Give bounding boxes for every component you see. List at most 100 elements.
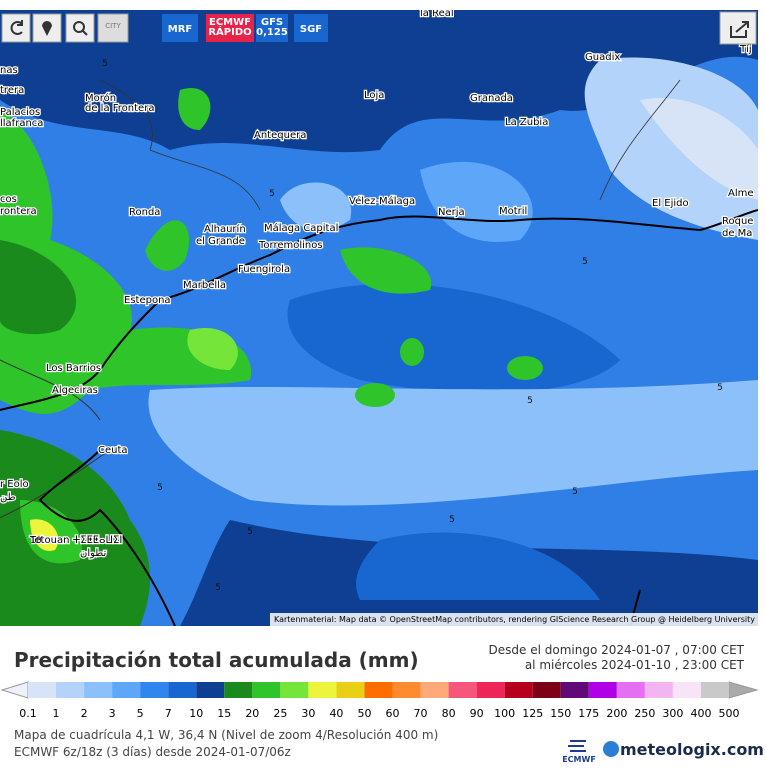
- model-button[interactable]: [206, 14, 254, 42]
- legend-label: 25: [273, 707, 287, 720]
- place-label: Palacios: [0, 107, 40, 118]
- legend-swatch: [644, 682, 673, 698]
- ecmwf-logo: ECMWF: [562, 755, 596, 764]
- legend-label: 20: [245, 707, 259, 720]
- legend-swatch: [112, 682, 141, 698]
- footer-line: Mapa de cuadrícula 4,1 W, 36,4 N (Nivel …: [14, 728, 438, 742]
- period-start: Desde el domingo 2024-01-07 , 07:00 CET: [489, 643, 745, 657]
- contour-label: 5: [269, 189, 275, 199]
- legend-swatch: [196, 682, 225, 698]
- legend-label: 80: [442, 707, 456, 720]
- legend-swatch: [392, 682, 421, 698]
- place-label: de la Frontera: [85, 103, 154, 114]
- place-label: trera: [0, 85, 24, 96]
- legend-swatch: [168, 682, 197, 698]
- contour-label: 5: [527, 396, 533, 406]
- legend-label: 70: [414, 707, 428, 720]
- footer-line: ECMWF 6z/18z (3 días) desde 2024-01-07/0…: [14, 745, 291, 759]
- place-label: طن: [0, 492, 16, 503]
- legend-swatch: [448, 682, 477, 698]
- legend-swatch: [588, 682, 617, 698]
- legend-label: 90: [470, 707, 484, 720]
- place-label: Marbella: [183, 280, 226, 291]
- legend-swatch: [672, 682, 701, 698]
- place-label: Fuengirola: [238, 264, 290, 275]
- legend-swatch: [56, 682, 85, 698]
- ecmwf-icon: [568, 740, 586, 752]
- map: la Real Guadix Tíj nas trera Palaciosllafranc…: [0, 8, 758, 626]
- place-label: Alme: [728, 188, 754, 199]
- legend-label: 10: [189, 707, 203, 720]
- place-label: Guadix: [585, 52, 620, 63]
- legend-label: 125: [522, 707, 543, 720]
- legend-swatch: [476, 682, 505, 698]
- legend-label: 100: [494, 707, 515, 720]
- attribution-bg: [270, 613, 758, 626]
- attribution: Kartenmaterial: Map data © OpenStreetMap…: [274, 615, 755, 624]
- legend-title: Precipitación total acumulada (mm): [14, 648, 419, 672]
- model-label: GFS 0,125: [256, 17, 288, 38]
- model-label: SGF: [300, 24, 322, 35]
- place-label: El Ejido: [652, 198, 689, 209]
- brand[interactable]: meteologix.com: [620, 740, 764, 759]
- place-label: Alhaurín: [204, 223, 246, 235]
- place-label: de Ma: [722, 228, 752, 239]
- legend-label: 15: [217, 707, 231, 720]
- contour-label: 5: [157, 483, 163, 493]
- place-label: Nerja: [438, 207, 465, 218]
- place-label: Granada: [470, 93, 513, 104]
- legend-arrow: [0, 681, 29, 699]
- legend-swatch: [336, 682, 365, 698]
- model-button[interactable]: [294, 14, 328, 42]
- contour-label: 5: [717, 383, 723, 393]
- contour-label: 5: [247, 527, 253, 537]
- legend-label: 60: [386, 707, 400, 720]
- legend-swatch: [504, 682, 533, 698]
- place-label: el Grande: [196, 236, 245, 247]
- place-label: la Real: [420, 8, 454, 19]
- legend-label: 250: [634, 707, 655, 720]
- legend-label: 50: [357, 707, 371, 720]
- model-button[interactable]: [256, 14, 288, 42]
- legend-swatch: [420, 682, 449, 698]
- legend-label: 500: [719, 707, 740, 720]
- legend-arrow: [728, 681, 759, 699]
- legend-label: 0.1: [19, 707, 37, 720]
- legend-swatch: [700, 682, 729, 698]
- model-label: ECMWF RÁPIDO: [208, 17, 251, 38]
- legend-label: 400: [690, 707, 711, 720]
- share-button[interactable]: [719, 11, 757, 45]
- city-button[interactable]: [97, 13, 129, 43]
- place-label: nas: [0, 65, 18, 76]
- place-label: Tíj: [739, 43, 752, 55]
- place-label: Morón: [85, 92, 116, 104]
- place-label: Vélez-Málaga: [349, 195, 415, 207]
- city-label: CITY: [105, 22, 121, 30]
- contour-label: 5: [102, 59, 108, 69]
- place-label: Algeciras: [52, 385, 98, 396]
- legend-label: 3: [109, 707, 116, 720]
- contour-label: 10: [30, 536, 42, 546]
- contour-label: 5: [582, 257, 588, 267]
- legend-label: 30: [301, 707, 315, 720]
- legend-label: 300: [662, 707, 683, 720]
- legend-swatch: [560, 682, 589, 698]
- place-label: Torremolinos: [258, 240, 323, 251]
- place-label: La Zubia: [505, 117, 548, 128]
- place-label: llafranca: [0, 118, 43, 129]
- place-label: r Eolo: [0, 479, 29, 490]
- place-label: Antequera: [254, 130, 306, 141]
- place-label: cos: [0, 194, 17, 205]
- place-label: Ronda: [129, 207, 160, 218]
- zoom-button[interactable]: [65, 13, 95, 43]
- place-label: تطوان: [80, 548, 106, 559]
- model-button[interactable]: [162, 14, 198, 42]
- place-label: Los Barrios: [46, 363, 101, 374]
- reload-button[interactable]: [1, 13, 31, 43]
- legend-label: 200: [606, 707, 627, 720]
- place-label: Estepona: [124, 295, 171, 306]
- legend-swatch: [224, 682, 253, 698]
- legend-label: 175: [578, 707, 599, 720]
